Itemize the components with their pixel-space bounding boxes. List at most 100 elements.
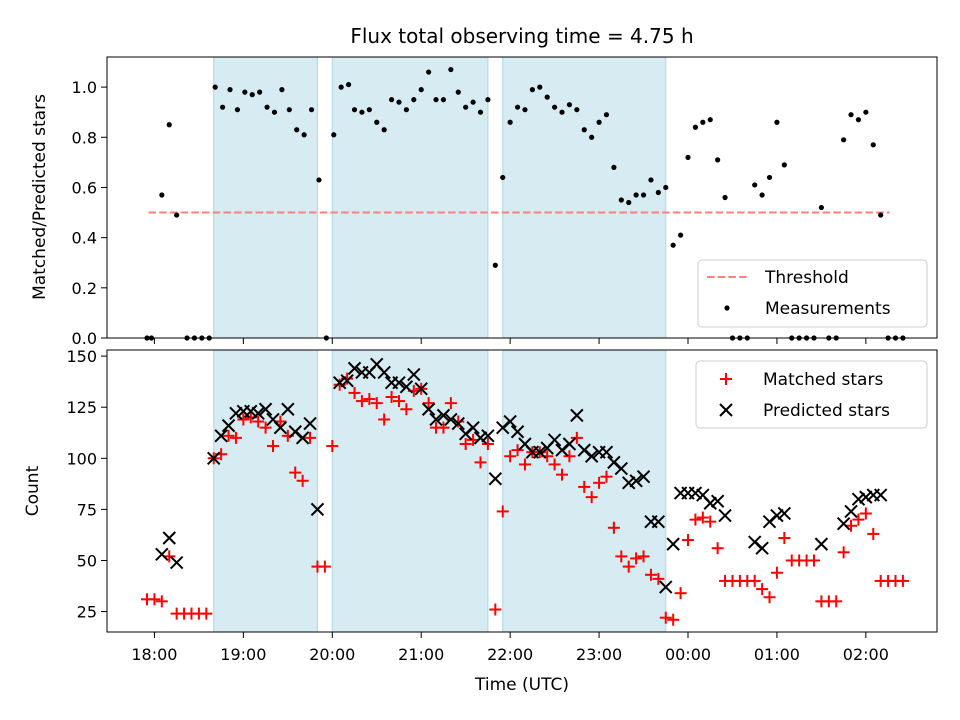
measurement-point <box>818 204 824 211</box>
measurement-point <box>715 157 721 163</box>
measurement-point <box>559 109 565 115</box>
predicted-star-point <box>622 476 636 490</box>
legend-matched-label: Matched stars <box>763 370 883 390</box>
count-plot-area <box>141 357 909 626</box>
measurement-point <box>448 66 454 73</box>
predicted-star-point <box>488 472 503 486</box>
matched-star-point <box>867 527 880 540</box>
predicted-star-point <box>755 541 769 555</box>
predicted-star-point <box>718 508 732 523</box>
measurement-point <box>477 109 484 115</box>
observing-window <box>331 349 489 633</box>
matched-star-point <box>630 552 643 565</box>
x-tick-label: 02:00 <box>843 645 889 664</box>
matched-star-point <box>682 534 694 547</box>
matched-star-point <box>370 397 383 410</box>
measurement-point <box>529 87 535 93</box>
matched-star-point <box>600 470 613 483</box>
predicted-star-point <box>162 531 176 545</box>
matched-star-point <box>289 466 302 479</box>
predicted-star-point <box>651 514 666 529</box>
measurement-point <box>440 97 447 103</box>
matched-star-point <box>392 395 405 408</box>
predicted-star-point <box>503 414 517 429</box>
measurement-point <box>418 87 424 93</box>
measurement-point <box>878 212 884 218</box>
count-panel: 25 50 75 100 125 150 18:00 19:00 20:00 21:00 22:0… <box>23 347 938 695</box>
measurement-point <box>294 127 300 133</box>
measurement-point <box>522 107 528 113</box>
measurement-point <box>611 164 617 170</box>
measurement-point <box>426 69 432 75</box>
measurement-point <box>388 97 395 103</box>
chart-title: Flux total observing time = 4.75 h <box>350 24 693 48</box>
matched-star-point <box>667 613 680 626</box>
measurement-point <box>374 119 380 125</box>
measurement-point <box>500 174 506 181</box>
predicted-star-point <box>303 416 317 431</box>
measurement-point <box>366 107 372 113</box>
measurement-point <box>663 184 669 191</box>
matched-star-point <box>444 397 457 410</box>
measurement-point <box>766 174 773 181</box>
measurement-point <box>589 134 595 140</box>
measurement-point <box>640 192 647 198</box>
predicted-star-point <box>547 433 562 447</box>
measurement-point <box>655 189 661 196</box>
matched-star-point <box>859 507 872 520</box>
predicted-star-point <box>859 490 873 504</box>
matched-star-point <box>644 568 657 581</box>
matched-star-point <box>511 444 524 457</box>
measurement-point <box>271 109 278 115</box>
matched-star-point <box>704 515 717 528</box>
predicted-star-point <box>155 547 169 562</box>
predicted-star-point <box>244 404 258 419</box>
predicted-star-point <box>666 537 680 551</box>
y-tick-label: 0.0 <box>72 329 97 348</box>
measurement-point <box>264 104 270 110</box>
predicted-star-point <box>703 496 717 510</box>
x-tick-label: 21:00 <box>398 645 444 664</box>
predicted-star-point <box>444 412 458 427</box>
matched-star-point <box>474 456 487 469</box>
predicted-star-point <box>169 555 184 570</box>
observing-window <box>502 56 667 339</box>
predicted-star-point <box>814 537 829 551</box>
ratio-y-axis-label: Matched/Predicted stars <box>30 94 50 300</box>
y-tick-label: 125 <box>66 398 97 417</box>
matched-star-point <box>748 574 761 587</box>
observing-windows <box>213 349 667 633</box>
predicted-star-point <box>407 367 421 382</box>
matched-star-point <box>252 415 265 428</box>
predicted-star-point <box>207 451 221 466</box>
predicted-star-point <box>229 406 243 421</box>
matched-star-point <box>711 542 724 555</box>
predicted-star-point <box>399 380 414 394</box>
predicted-star-point <box>414 382 428 396</box>
count-legend-box <box>695 360 928 429</box>
legend-predicted-label: Predicted stars <box>763 401 890 421</box>
predicted-star-point <box>332 375 347 390</box>
predicted-star-point <box>629 474 643 488</box>
predicted-star-point <box>392 375 406 390</box>
matched-star-point <box>318 560 331 573</box>
measurement-point <box>316 177 322 183</box>
matched-star-point <box>422 397 435 410</box>
time-x-axis: 18:00 19:00 20:00 21:00 22:00 23:00 00:00 01:00… <box>131 632 889 664</box>
matched-star-point <box>852 513 865 526</box>
predicted-star-point <box>310 502 325 517</box>
measurement-point <box>455 89 461 95</box>
matched-star-point <box>222 429 235 442</box>
matched-star-point <box>378 413 391 426</box>
measurement-point <box>308 107 315 113</box>
predicted-star-point <box>851 492 866 506</box>
measurement-point <box>566 102 573 108</box>
time-x-axis-label: Time (UTC) <box>474 675 569 695</box>
y-tick-label: 75 <box>77 500 97 519</box>
measurement-point <box>596 119 602 125</box>
predicted-star-point <box>281 402 295 416</box>
matched-star-point <box>489 603 502 616</box>
measurement-point <box>257 89 263 95</box>
matched-star-point <box>578 480 591 493</box>
